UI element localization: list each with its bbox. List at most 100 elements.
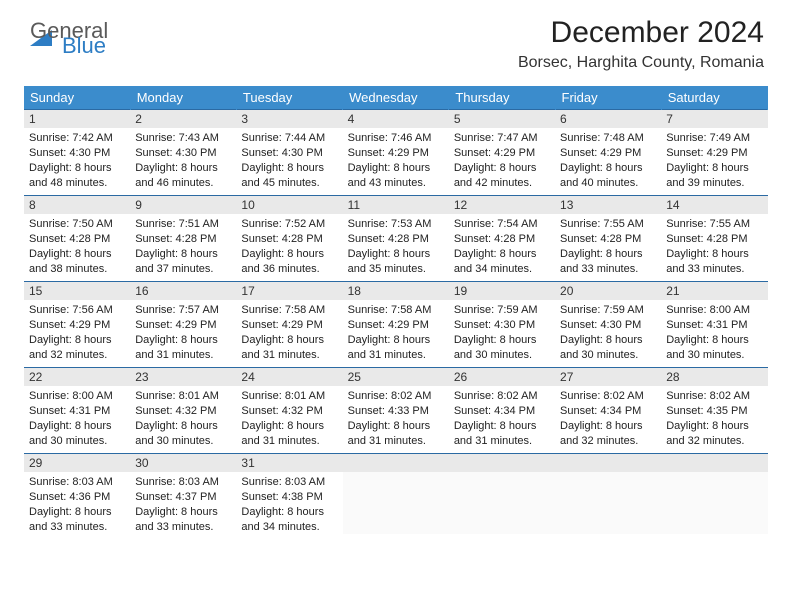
sunset-line: Sunset: 4:34 PM (560, 404, 656, 419)
calendar-cell: 2Sunrise: 7:43 AMSunset: 4:30 PMDaylight… (130, 110, 236, 196)
sunset-line: Sunset: 4:30 PM (29, 146, 125, 161)
day-number: 2 (130, 110, 236, 128)
day-details: Sunrise: 8:00 AMSunset: 4:31 PMDaylight:… (661, 300, 767, 366)
day-details: Sunrise: 7:51 AMSunset: 4:28 PMDaylight:… (130, 214, 236, 280)
sunset-line: Sunset: 4:30 PM (135, 146, 231, 161)
day-number: 28 (661, 368, 767, 386)
day-number: 19 (449, 282, 555, 300)
day-details: Sunrise: 7:57 AMSunset: 4:29 PMDaylight:… (130, 300, 236, 366)
calendar-cell: 26Sunrise: 8:02 AMSunset: 4:34 PMDayligh… (449, 368, 555, 454)
day2-line: and 34 minutes. (241, 520, 337, 535)
day-number: 10 (236, 196, 342, 214)
calendar-cell: 3Sunrise: 7:44 AMSunset: 4:30 PMDaylight… (236, 110, 342, 196)
sunrise-line: Sunrise: 7:56 AM (29, 303, 125, 318)
day2-line: and 33 minutes. (135, 520, 231, 535)
calendar-cell: 21Sunrise: 8:00 AMSunset: 4:31 PMDayligh… (661, 282, 767, 368)
calendar-cell: 8Sunrise: 7:50 AMSunset: 4:28 PMDaylight… (24, 196, 130, 282)
day2-line: and 39 minutes. (666, 176, 762, 191)
calendar-cell: 6Sunrise: 7:48 AMSunset: 4:29 PMDaylight… (555, 110, 661, 196)
day1-line: Daylight: 8 hours (135, 505, 231, 520)
day-details: Sunrise: 8:02 AMSunset: 4:33 PMDaylight:… (343, 386, 449, 452)
day-number: 23 (130, 368, 236, 386)
day-number: 6 (555, 110, 661, 128)
sunset-line: Sunset: 4:32 PM (135, 404, 231, 419)
day1-line: Daylight: 8 hours (241, 419, 337, 434)
day-number: 12 (449, 196, 555, 214)
calendar-cell: 9Sunrise: 7:51 AMSunset: 4:28 PMDaylight… (130, 196, 236, 282)
day-number: 13 (555, 196, 661, 214)
sunset-line: Sunset: 4:30 PM (454, 318, 550, 333)
sunrise-line: Sunrise: 7:47 AM (454, 131, 550, 146)
sunrise-line: Sunrise: 7:59 AM (560, 303, 656, 318)
sunrise-line: Sunrise: 7:46 AM (348, 131, 444, 146)
empty-daynum (555, 454, 661, 472)
calendar-week-row: 15Sunrise: 7:56 AMSunset: 4:29 PMDayligh… (24, 282, 768, 368)
day2-line: and 45 minutes. (241, 176, 337, 191)
day-header: Sunday (24, 86, 130, 110)
day2-line: and 32 minutes. (666, 434, 762, 449)
day1-line: Daylight: 8 hours (666, 333, 762, 348)
day-number: 27 (555, 368, 661, 386)
sunset-line: Sunset: 4:38 PM (241, 490, 337, 505)
day-details: Sunrise: 7:53 AMSunset: 4:28 PMDaylight:… (343, 214, 449, 280)
calendar-table: Sunday Monday Tuesday Wednesday Thursday… (24, 86, 768, 540)
day-details: Sunrise: 7:43 AMSunset: 4:30 PMDaylight:… (130, 128, 236, 194)
day-details: Sunrise: 8:01 AMSunset: 4:32 PMDaylight:… (130, 386, 236, 452)
calendar-cell: 24Sunrise: 8:01 AMSunset: 4:32 PMDayligh… (236, 368, 342, 454)
sunrise-line: Sunrise: 7:51 AM (135, 217, 231, 232)
day-details: Sunrise: 8:02 AMSunset: 4:34 PMDaylight:… (449, 386, 555, 452)
location-label: Borsec, Harghita County, Romania (518, 54, 764, 72)
day-details: Sunrise: 7:58 AMSunset: 4:29 PMDaylight:… (343, 300, 449, 366)
calendar-cell (555, 454, 661, 540)
sunset-line: Sunset: 4:29 PM (560, 146, 656, 161)
day1-line: Daylight: 8 hours (29, 419, 125, 434)
day-number: 25 (343, 368, 449, 386)
logo: General Blue (28, 16, 134, 61)
day2-line: and 31 minutes. (241, 348, 337, 363)
day1-line: Daylight: 8 hours (241, 333, 337, 348)
sunrise-line: Sunrise: 7:48 AM (560, 131, 656, 146)
sunset-line: Sunset: 4:30 PM (560, 318, 656, 333)
day1-line: Daylight: 8 hours (666, 247, 762, 262)
day1-line: Daylight: 8 hours (135, 419, 231, 434)
empty-body (449, 472, 555, 534)
sunset-line: Sunset: 4:34 PM (454, 404, 550, 419)
calendar-cell: 27Sunrise: 8:02 AMSunset: 4:34 PMDayligh… (555, 368, 661, 454)
sunset-line: Sunset: 4:28 PM (135, 232, 231, 247)
sunset-line: Sunset: 4:28 PM (241, 232, 337, 247)
calendar-week-row: 1Sunrise: 7:42 AMSunset: 4:30 PMDaylight… (24, 110, 768, 196)
month-title: December 2024 (518, 16, 764, 50)
day1-line: Daylight: 8 hours (348, 419, 444, 434)
day-details: Sunrise: 7:42 AMSunset: 4:30 PMDaylight:… (24, 128, 130, 194)
calendar-cell: 29Sunrise: 8:03 AMSunset: 4:36 PMDayligh… (24, 454, 130, 540)
day2-line: and 31 minutes. (135, 348, 231, 363)
empty-body (555, 472, 661, 534)
sunset-line: Sunset: 4:29 PM (135, 318, 231, 333)
calendar-cell: 13Sunrise: 7:55 AMSunset: 4:28 PMDayligh… (555, 196, 661, 282)
empty-daynum (449, 454, 555, 472)
day-details: Sunrise: 7:52 AMSunset: 4:28 PMDaylight:… (236, 214, 342, 280)
sunrise-line: Sunrise: 7:59 AM (454, 303, 550, 318)
calendar-week-row: 8Sunrise: 7:50 AMSunset: 4:28 PMDaylight… (24, 196, 768, 282)
day1-line: Daylight: 8 hours (666, 419, 762, 434)
day-header: Wednesday (343, 86, 449, 110)
day2-line: and 31 minutes. (454, 434, 550, 449)
calendar-cell: 25Sunrise: 8:02 AMSunset: 4:33 PMDayligh… (343, 368, 449, 454)
day1-line: Daylight: 8 hours (560, 419, 656, 434)
day-number: 5 (449, 110, 555, 128)
sunrise-line: Sunrise: 7:54 AM (454, 217, 550, 232)
day-details: Sunrise: 7:55 AMSunset: 4:28 PMDaylight:… (661, 214, 767, 280)
day1-line: Daylight: 8 hours (135, 247, 231, 262)
sunrise-line: Sunrise: 7:42 AM (29, 131, 125, 146)
sunset-line: Sunset: 4:35 PM (666, 404, 762, 419)
sunset-line: Sunset: 4:28 PM (560, 232, 656, 247)
day-number: 22 (24, 368, 130, 386)
sunrise-line: Sunrise: 7:57 AM (135, 303, 231, 318)
calendar-cell: 4Sunrise: 7:46 AMSunset: 4:29 PMDaylight… (343, 110, 449, 196)
calendar-cell: 23Sunrise: 8:01 AMSunset: 4:32 PMDayligh… (130, 368, 236, 454)
day-details: Sunrise: 7:46 AMSunset: 4:29 PMDaylight:… (343, 128, 449, 194)
day2-line: and 35 minutes. (348, 262, 444, 277)
day-details: Sunrise: 7:44 AMSunset: 4:30 PMDaylight:… (236, 128, 342, 194)
day1-line: Daylight: 8 hours (135, 161, 231, 176)
day1-line: Daylight: 8 hours (29, 161, 125, 176)
